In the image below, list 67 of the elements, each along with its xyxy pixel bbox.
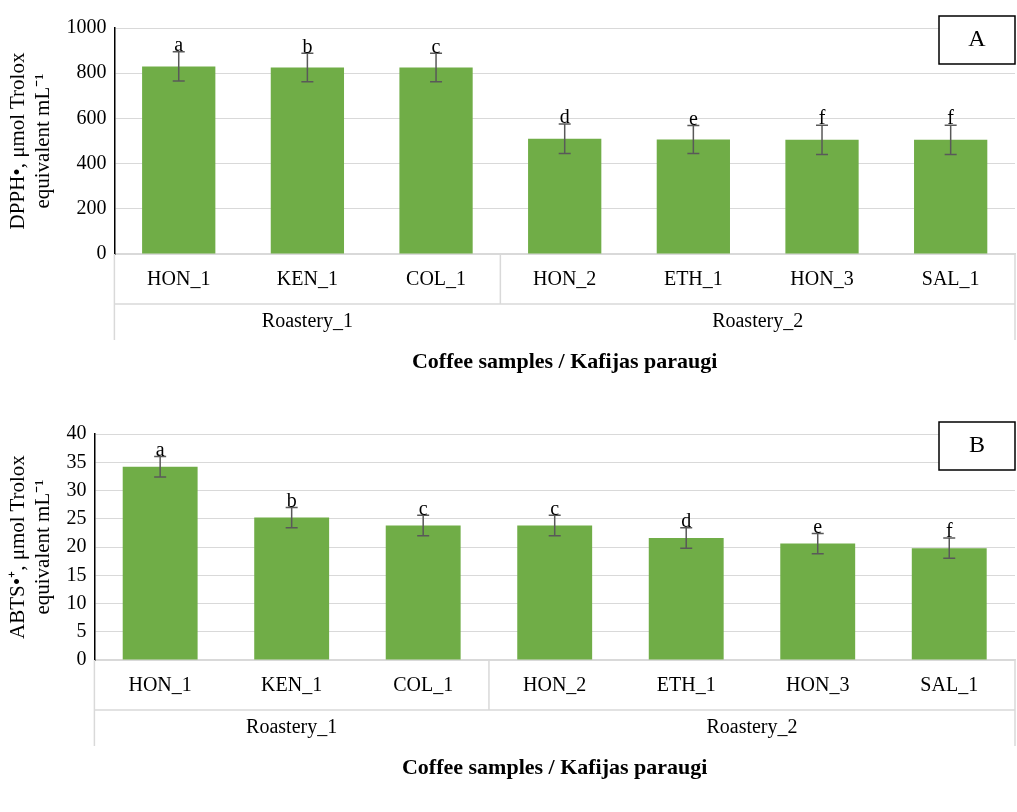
annotation: b — [286, 488, 297, 511]
y-tick-label: 30 — [66, 477, 87, 500]
y-tick-label: 20 — [66, 534, 87, 557]
annotation: b — [302, 34, 313, 57]
y-tick-label: 800 — [76, 60, 107, 83]
x-tick-label: HON_3 — [786, 673, 850, 696]
x-tick-label: SAL_1 — [920, 673, 979, 696]
bar — [528, 138, 602, 254]
annotation: c — [418, 496, 428, 519]
annotation: e — [688, 106, 698, 129]
bar — [254, 517, 330, 660]
y-tick-label: 5 — [76, 619, 87, 641]
annotation: c — [431, 34, 441, 57]
y-tick-label: 10 — [66, 590, 87, 613]
x-tick-label: HON_2 — [533, 267, 597, 290]
y-tick-label: 0 — [96, 241, 107, 264]
x-axis-title: Coffee samples / Kafijas paraugi — [411, 347, 718, 373]
annotation: f — [945, 519, 953, 542]
annotation: f — [818, 106, 826, 129]
text: Roastery_1 — [246, 715, 338, 739]
x-tick-label: HON_1 — [128, 673, 192, 696]
bar — [399, 67, 473, 254]
annotation: a — [155, 437, 165, 460]
x-tick-label: KEN_1 — [276, 267, 338, 290]
x-tick-label: COL_1 — [393, 673, 454, 696]
annotation: c — [550, 496, 560, 519]
annotation: A — [968, 25, 987, 52]
bar — [785, 139, 859, 254]
text: Roastery_1 — [261, 309, 353, 333]
y-tick-label: 35 — [66, 449, 87, 472]
x-axis-title: Coffee samples / Kafijas paraugi — [401, 753, 708, 779]
x-tick-label: ETH_1 — [656, 673, 716, 696]
x-tick-label: HON_2 — [523, 673, 587, 696]
bar — [656, 139, 730, 254]
y-tick-label: 600 — [76, 105, 107, 128]
x-tick-label: KEN_1 — [261, 673, 323, 696]
y-tick-label: 25 — [66, 506, 87, 528]
x-tick-label: HON_3 — [790, 267, 854, 290]
y-tick-label: 15 — [66, 562, 87, 585]
x-tick-label: SAL_1 — [921, 267, 980, 290]
y-axis-title: ABTS•⁺, μmol Trolox equivalent mL⁻¹ — [5, 454, 55, 639]
y-tick-label: 400 — [76, 150, 107, 173]
bar — [648, 537, 724, 660]
y-tick-label: 200 — [76, 196, 107, 219]
annotation: d — [681, 509, 692, 532]
y-tick-label: 0 — [76, 647, 87, 670]
x-tick-label: HON_1 — [147, 267, 211, 290]
x-tick-label: ETH_1 — [663, 267, 723, 290]
text: Roastery_2 — [706, 715, 798, 739]
bar — [780, 543, 856, 660]
annotation: a — [174, 32, 184, 55]
annotation: B — [968, 431, 986, 458]
bar — [385, 525, 461, 660]
y-axis-title: DPPH•, μmol Trolox equivalent mL⁻¹ — [5, 52, 55, 230]
bar — [517, 525, 593, 660]
x-tick-label: COL_1 — [406, 267, 467, 290]
bar — [911, 548, 987, 660]
bar — [122, 466, 198, 660]
bar — [914, 139, 988, 254]
bar — [270, 67, 345, 254]
annotation: d — [559, 105, 570, 128]
annotation: e — [813, 514, 823, 537]
y-tick-label: 1000 — [66, 15, 107, 38]
bar — [142, 66, 216, 254]
y-tick-label: 40 — [66, 421, 87, 444]
annotation: f — [947, 106, 955, 129]
text: Roastery_2 — [712, 309, 804, 333]
